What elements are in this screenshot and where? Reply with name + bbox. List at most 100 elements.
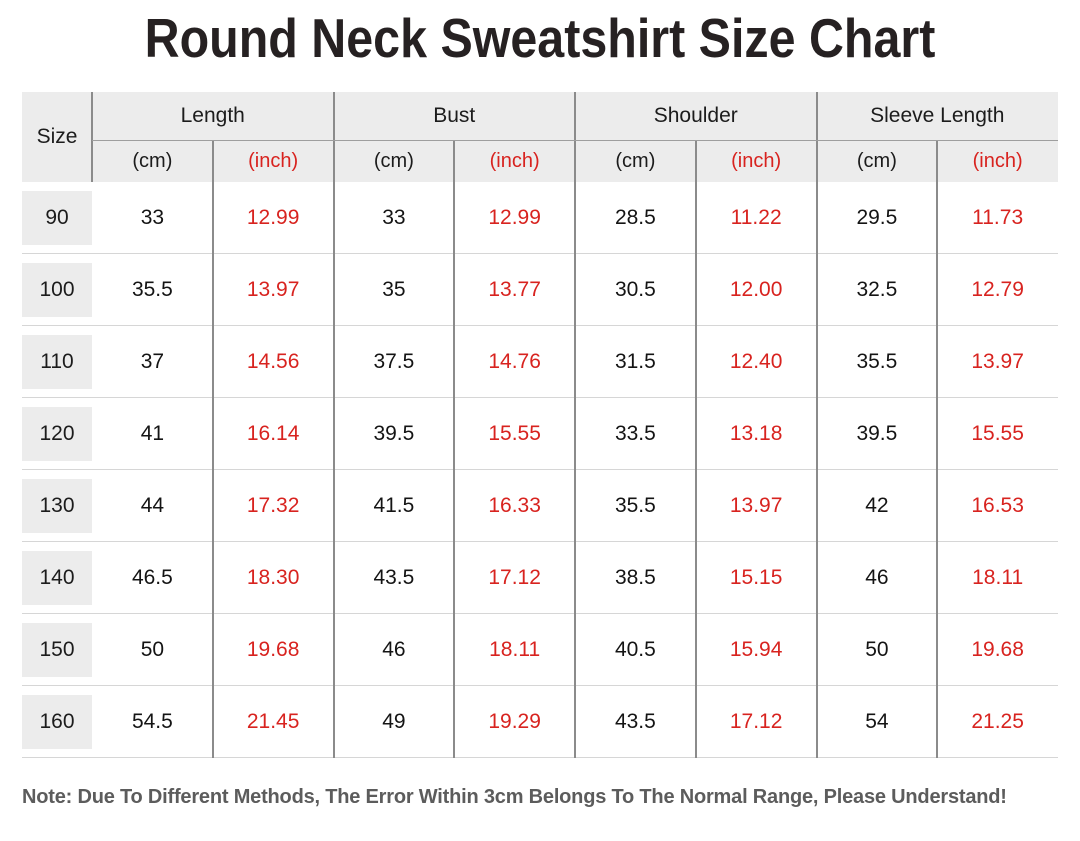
shoulder-inch-value: 11.22 [730,205,782,229]
unit-header-sleeve-cm: (cm) [856,149,897,172]
group-header-shoulder: Shoulder [653,104,738,127]
sleeve-inch-value: 12.79 [971,277,1024,301]
length-cm-value: 50 [140,637,165,661]
length-cm-value: 33 [140,205,165,229]
size-cell: 100 [22,262,92,317]
table-row: 90 33 12.99 33 12.99 28.5 11.22 29.5 11.… [22,182,1058,254]
column-divider [574,182,576,758]
column-divider [936,182,939,758]
size-chart-table: Size Length Bust Shoulder Sleeve Length … [22,92,1058,758]
column-divider [211,140,214,182]
length-cm-value: 37 [140,349,165,373]
sleeve-cm-value: 32.5 [856,277,898,301]
bust-inch-value: 15.55 [488,421,541,445]
size-cell: 160 [22,694,92,749]
size-cell: 90 [22,190,92,245]
length-inch-value: 13.97 [246,277,300,301]
bust-cm-value: 37.5 [373,349,415,373]
bust-cm-value: 41.5 [373,493,415,517]
column-divider [91,92,93,182]
sleeve-inch-value: 21.25 [971,709,1024,733]
bust-cm-value: 39.5 [373,421,415,445]
table-body: 90 33 12.99 33 12.99 28.5 11.22 29.5 11.… [22,182,1058,758]
table-row: 160 54.5 21.45 49 19.29 43.5 17.12 54 21… [22,686,1058,758]
length-inch-value: 18.30 [246,565,300,589]
length-inch-value: 14.56 [246,349,300,373]
table-header: Size Length Bust Shoulder Sleeve Length … [22,92,1058,182]
size-cell: 110 [22,334,92,389]
sleeve-cm-value: 35.5 [856,349,898,373]
header-row-divider [92,140,1058,141]
shoulder-cm-value: 28.5 [614,205,656,229]
length-cm-value: 44 [140,493,165,517]
bust-cm-value: 49 [382,709,406,733]
bust-inch-value: 17.12 [488,565,541,589]
length-cm-value: 35.5 [131,277,173,301]
table-row: 110 37 14.56 37.5 14.76 31.5 12.40 35.5 … [22,326,1058,398]
column-divider [694,140,697,182]
bust-inch-value: 16.33 [488,493,541,517]
table-row: 150 50 19.68 46 18.11 40.5 15.94 50 19.6… [22,614,1058,686]
group-header-bust: Bust [433,104,476,127]
sleeve-cm-value: 46 [865,565,889,589]
sleeve-cm-value: 29.5 [856,205,898,229]
shoulder-cm-value: 31.5 [614,349,656,373]
shoulder-inch-value: 15.15 [729,565,783,589]
page-title: Round Neck Sweatshirt Size Chart [144,7,936,69]
shoulder-cm-value: 43.5 [614,709,656,733]
table-row: 120 41 16.14 39.5 15.55 33.5 13.18 39.5 … [22,398,1058,470]
shoulder-inch-value: 12.00 [729,277,783,301]
column-divider [815,182,818,758]
shoulder-inch-value: 12.40 [729,349,783,373]
table-row: 100 35.5 13.97 35 13.77 30.5 12.00 32.5 … [22,254,1058,326]
column-divider [815,92,818,182]
sleeve-cm-value: 42 [865,493,889,517]
shoulder-cm-value: 38.5 [614,565,656,589]
shoulder-inch-value: 13.18 [729,421,783,445]
table-row: 140 46.5 18.30 43.5 17.12 38.5 15.15 46 … [22,542,1058,614]
column-divider [936,140,939,182]
bust-cm-value: 46 [382,637,406,661]
shoulder-cm-value: 30.5 [614,277,656,301]
sleeve-inch-value: 13.97 [971,349,1024,373]
shoulder-cm-value: 40.5 [614,637,656,661]
length-inch-value: 17.32 [246,493,300,517]
bust-inch-value: 14.76 [488,349,541,373]
length-inch-value: 12.99 [246,205,300,229]
bust-inch-value: 12.99 [488,205,541,229]
column-divider [332,92,335,182]
sleeve-inch-value: 15.55 [971,421,1024,445]
column-divider [453,140,456,182]
column-divider [332,182,335,758]
sleeve-inch-value: 18.11 [972,565,1024,589]
length-cm-value: 54.5 [131,709,173,733]
unit-header-shoulder-inch: (inch) [731,149,782,172]
sleeve-inch-value: 11.73 [972,205,1024,229]
bust-inch-value: 18.11 [489,637,541,661]
length-cm-value: 46.5 [131,565,173,589]
column-divider [694,182,697,758]
note-text: Note: Due To Different Methods, The Erro… [22,786,1007,808]
bust-cm-value: 35 [382,277,406,301]
unit-header-sleeve-inch: (inch) [972,149,1023,172]
sleeve-cm-value: 50 [865,637,889,661]
size-cell: 120 [22,406,92,461]
bust-cm-value: 43.5 [373,565,415,589]
table-row: 130 44 17.32 41.5 16.33 35.5 13.97 42 16… [22,470,1058,542]
size-column-header: Size [36,125,78,148]
length-inch-value: 21.45 [246,709,300,733]
unit-header-length-cm: (cm) [132,149,173,172]
sleeve-inch-value: 19.68 [971,637,1024,661]
size-cell: 130 [22,478,92,533]
shoulder-cm-value: 35.5 [614,493,656,517]
sleeve-cm-value: 39.5 [856,421,898,445]
length-inch-value: 16.14 [246,421,300,445]
group-header-length: Length [180,104,245,127]
bust-inch-value: 13.77 [488,277,541,301]
unit-header-bust-cm: (cm) [373,149,414,172]
size-cell: 150 [22,622,92,677]
size-cell: 140 [22,550,92,605]
shoulder-inch-value: 17.12 [729,709,783,733]
column-divider [453,182,456,758]
